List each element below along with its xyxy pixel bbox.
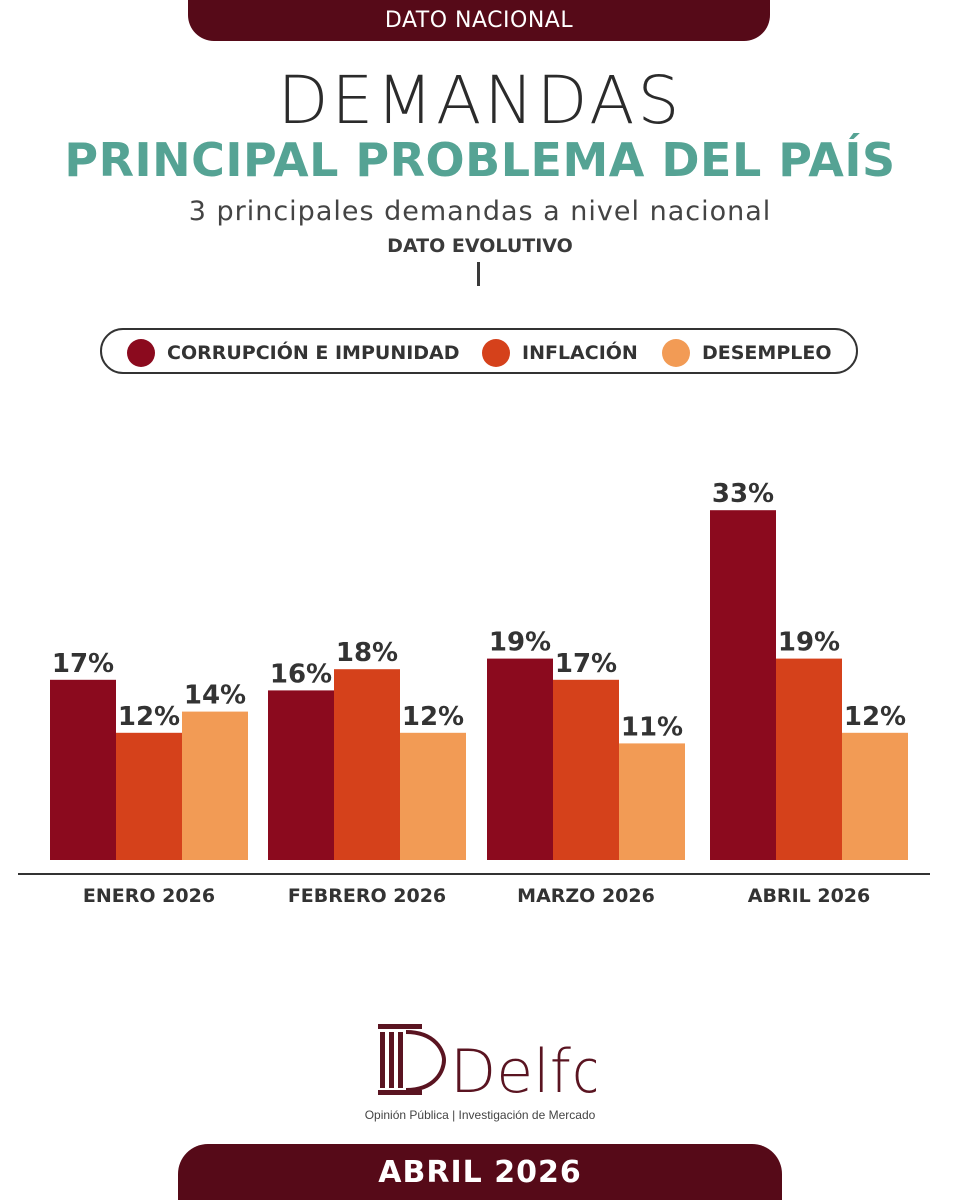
bar-corrupcion-e-impunidad-enero-2026 (50, 679, 116, 860)
top-banner: DATO NACIONAL (188, 0, 770, 41)
bottom-banner-label: ABRIL 2026 (378, 1154, 582, 1190)
legend-item-inflacion: INFLACIÓN (482, 339, 638, 367)
top-banner-label: DATO NACIONAL (384, 8, 574, 33)
bar-inflacion-abril-2026 (776, 658, 842, 860)
data-label-desempleo-febrero-2026: 12% (402, 702, 464, 732)
bar-desempleo-enero-2026 (182, 711, 248, 860)
data-label-corrupcion-e-impunidad-abril-2026: 33% (712, 479, 774, 509)
bar-desempleo-abril-2026 (842, 732, 908, 860)
legend-item-corrupcion: CORRUPCIÓN E IMPUNIDAD (127, 339, 460, 367)
data-label-desempleo-marzo-2026: 11% (621, 712, 683, 742)
legend-label-desempleo: DESEMPLEO (702, 342, 832, 364)
data-label-inflacion-abril-2026: 19% (778, 628, 840, 658)
legend-item-desempleo: DESEMPLEO (662, 339, 831, 367)
bar-desempleo-febrero-2026 (400, 732, 466, 860)
bar-inflacion-febrero-2026 (334, 669, 400, 860)
data-label-corrupcion-e-impunidad-febrero-2026: 16% (270, 659, 332, 689)
kicker-divider (477, 262, 480, 286)
page-title: DEMANDAS (277, 62, 683, 139)
data-label-desempleo-abril-2026: 12% (844, 702, 906, 732)
bar-desempleo-marzo-2026 (619, 743, 685, 860)
chart-legend: CORRUPCIÓN E IMPUNIDAD INFLACIÓN DESEMPL… (100, 328, 858, 374)
bar-corrupcion-e-impunidad-abril-2026 (710, 510, 776, 860)
x-tick-label-marzo-2026: MARZO 2026 (517, 885, 655, 907)
x-tick-label-febrero-2026: FEBRERO 2026 (288, 885, 446, 907)
legend-swatch-corrupcion (127, 339, 155, 367)
data-label-desempleo-enero-2026: 14% (184, 681, 246, 711)
legend-label-inflacion: INFLACIÓN (522, 342, 638, 364)
data-label-corrupcion-e-impunidad-enero-2026: 17% (52, 649, 114, 679)
logo-wordmark: Delfos (450, 1037, 596, 1102)
kicker-label: DATO EVOLUTIVO (387, 235, 573, 257)
bar-inflacion-marzo-2026 (553, 679, 619, 860)
legend-label-corrupcion: CORRUPCIÓN E IMPUNIDAD (167, 342, 460, 364)
bar-corrupcion-e-impunidad-marzo-2026 (487, 658, 553, 860)
delfos-logo-icon: Delfos (378, 1024, 596, 1102)
legend-swatch-inflacion (482, 339, 510, 367)
data-label-inflacion-febrero-2026: 18% (336, 638, 398, 668)
x-tick-label-enero-2026: ENERO 2026 (83, 885, 215, 907)
x-tick-label-abril-2026: ABRIL 2026 (748, 885, 871, 907)
page-headline: PRINCIPAL PROBLEMA DEL PAÍS (64, 133, 896, 187)
data-label-inflacion-marzo-2026: 17% (555, 649, 617, 679)
data-label-corrupcion-e-impunidad-marzo-2026: 19% (489, 628, 551, 658)
bar-corrupcion-e-impunidad-febrero-2026 (268, 690, 334, 860)
data-label-inflacion-enero-2026: 12% (118, 702, 180, 732)
bar-inflacion-enero-2026 (116, 732, 182, 860)
page-subtitle: 3 principales demandas a nivel nacional (188, 196, 772, 227)
bottom-banner: ABRIL 2026 (178, 1144, 782, 1200)
legend-swatch-desempleo (662, 339, 690, 367)
logo-tagline: Opinión Pública | Investigación de Merca… (364, 1108, 596, 1122)
